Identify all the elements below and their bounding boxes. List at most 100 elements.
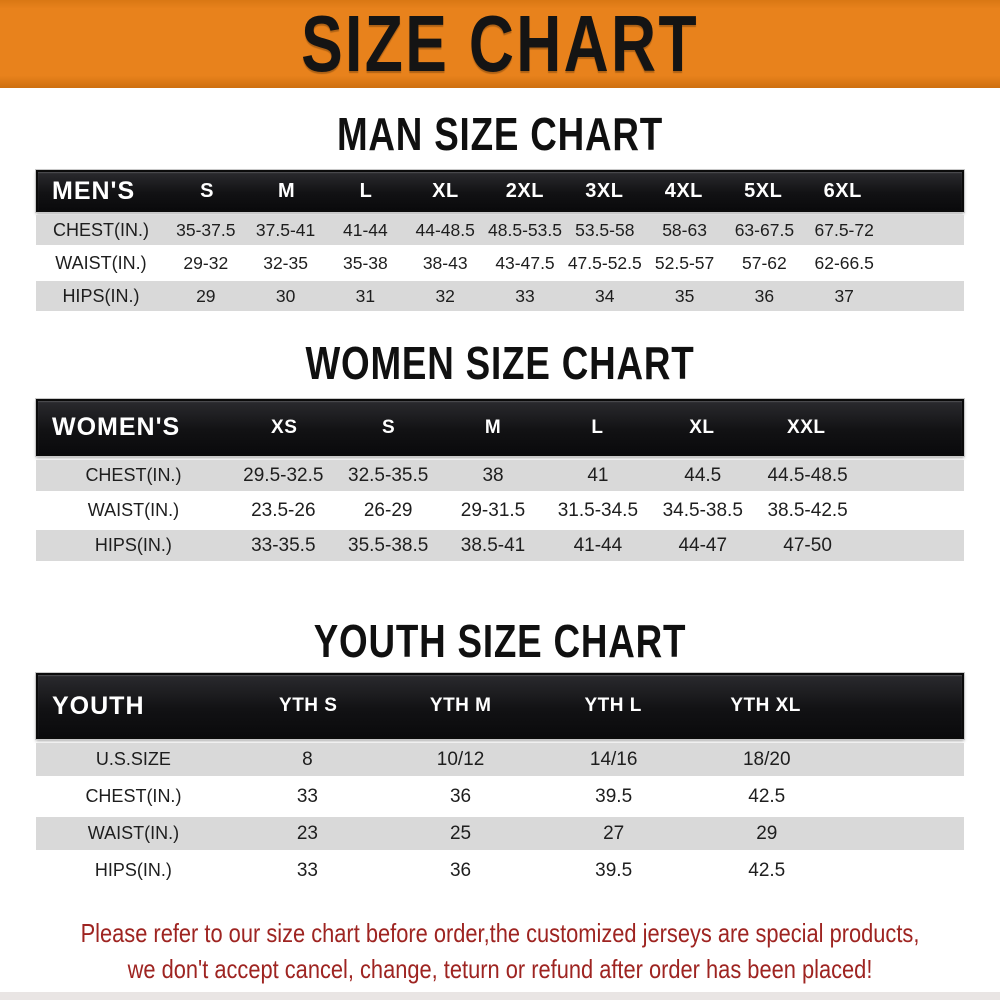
banner: SIZE CHART [0, 0, 1000, 88]
header-spacer [842, 675, 962, 737]
table-row: CHEST(IN.) 29.5-32.5 32.5-35.5 38 41 44.… [36, 460, 964, 491]
row-label: WAIST(IN.) [87, 500, 180, 520]
size-cell: 67.5-72 [814, 219, 874, 240]
size-cell: 39.5 [595, 785, 633, 807]
youth-table-header: YOUTH YTH S YTH M YTH L YTH XL [36, 673, 964, 739]
row-spacer [884, 248, 964, 278]
row-spacer [843, 780, 964, 813]
size-cell: 44-47 [678, 534, 728, 556]
size-cell: 62-66.5 [814, 252, 874, 273]
men-corner-label: MEN'S [52, 176, 136, 205]
table-row: WAIST(IN.) 23 25 27 29 [36, 817, 964, 850]
size-cell: 29-32 [183, 252, 229, 273]
row-spacer [884, 281, 964, 311]
size-cell: 27 [603, 822, 625, 844]
col-header: 2XL [505, 179, 544, 202]
size-cell: 8 [302, 748, 313, 770]
col-header: L [359, 179, 373, 202]
size-cell: 44.5-48.5 [767, 464, 848, 486]
men-size-table: MEN'S S M L XL 2XL 3XL 4XL 5XL 6XL CHEST… [36, 170, 964, 311]
col-header: M [484, 416, 502, 438]
table-row: CHEST(IN.) 33 36 39.5 42.5 [36, 780, 964, 813]
row-label: CHEST(IN.) [52, 219, 149, 240]
col-header: L [591, 416, 604, 438]
size-cell: 48.5-53.5 [488, 219, 562, 240]
size-cell: 32-35 [263, 252, 308, 273]
size-cell: 29.5-32.5 [243, 464, 324, 486]
row-label: CHEST(IN.) [85, 465, 182, 485]
size-cell: 42.5 [748, 785, 786, 807]
size-cell: 26-29 [363, 499, 413, 521]
size-cell: 41-44 [343, 219, 388, 240]
size-cell: 44-48.5 [415, 219, 475, 240]
size-cell: 37 [834, 285, 854, 306]
size-cell: 33 [296, 859, 318, 881]
row-label: CHEST(IN.) [85, 786, 182, 806]
size-cell: 32 [435, 285, 455, 306]
footer-line-2: we don't accept cancel, change, teturn o… [127, 954, 873, 984]
row-spacer [860, 460, 964, 491]
size-cell: 37.5-41 [255, 219, 316, 240]
row-spacer [843, 817, 964, 850]
col-header: YTH L [584, 695, 642, 716]
footer-line-1: Please refer to our size chart before or… [80, 918, 920, 948]
row-spacer [843, 743, 964, 776]
row-label: WAIST(IN.) [87, 823, 180, 843]
header-spacer [882, 172, 962, 210]
size-cell: 32.5-35.5 [348, 464, 429, 486]
women-table-header: WOMEN'S XS S M L XL XXL [36, 399, 964, 456]
size-cell: 38.5-42.5 [767, 499, 848, 521]
size-cell: 31 [355, 285, 376, 306]
col-header: XXL [787, 416, 826, 438]
row-label: WAIST(IN.) [55, 252, 147, 273]
table-row: HIPS(IN.) 33-35.5 35.5-38.5 38.5-41 41-4… [36, 530, 964, 561]
col-header: YTH S [279, 695, 338, 716]
row-spacer [860, 530, 964, 561]
col-header: 6XL [823, 179, 862, 202]
col-header: XL [689, 416, 715, 438]
youth-corner-label: YOUTH [52, 691, 145, 720]
size-cell: 36 [449, 859, 472, 881]
footer-note: Please refer to our size chart before or… [0, 915, 1000, 987]
bottom-edge-strip [0, 992, 1000, 1000]
table-row: WAIST(IN.) 23.5-26 26-29 29-31.5 31.5-34… [36, 495, 964, 526]
size-cell: 52.5-57 [654, 252, 715, 273]
size-cell: 63-67.5 [734, 219, 795, 240]
size-cell: 38.5-41 [460, 534, 526, 556]
youth-size-table: YOUTH YTH S YTH M YTH L YTH XL U.S.SIZE … [36, 673, 964, 887]
row-label: HIPS(IN.) [94, 535, 172, 555]
women-corner-label: WOMEN'S [52, 413, 181, 441]
row-spacer [884, 215, 964, 245]
col-header: XS [271, 416, 298, 438]
size-cell: 47-50 [783, 534, 832, 556]
women-section-title: WOMEN SIZE CHART [305, 337, 695, 389]
size-cell: 57-62 [742, 252, 787, 273]
size-cell: 35-37.5 [176, 219, 236, 240]
size-cell: 38 [482, 464, 504, 486]
col-header: YTH M [429, 695, 492, 716]
size-cell: 36 [754, 285, 775, 306]
size-cell: 14/16 [589, 748, 638, 770]
size-cell: 35.5-38.5 [348, 534, 429, 556]
table-row: WAIST(IN.) 29-32 32-35 35-38 38-43 43-47… [36, 248, 964, 278]
size-cell: 29 [756, 822, 778, 844]
col-header: S [200, 179, 214, 202]
women-size-table: WOMEN'S XS S M L XL XXL CHEST(IN.) 29.5-… [36, 399, 964, 561]
size-cell: 34 [595, 285, 615, 306]
col-header: 5XL [744, 179, 783, 202]
size-cell: 31.5-34.5 [557, 499, 639, 521]
col-header: 3XL [585, 179, 624, 202]
row-label: U.S.SIZE [95, 749, 171, 769]
header-spacer [858, 401, 962, 454]
table-row: U.S.SIZE 8 10/12 14/16 18/20 [36, 743, 964, 776]
size-cell: 33 [296, 785, 318, 807]
col-header: S [382, 416, 396, 438]
size-cell: 53.5-58 [575, 219, 635, 240]
table-row: HIPS(IN.) 29 30 31 32 33 34 35 36 37 [36, 281, 964, 311]
page-title: SIZE CHART [301, 0, 699, 88]
size-cell: 41 [587, 464, 609, 486]
size-cell: 42.5 [748, 859, 786, 881]
col-header: XL [432, 179, 459, 202]
size-cell: 10/12 [436, 748, 485, 770]
size-cell: 44.5 [684, 464, 722, 486]
